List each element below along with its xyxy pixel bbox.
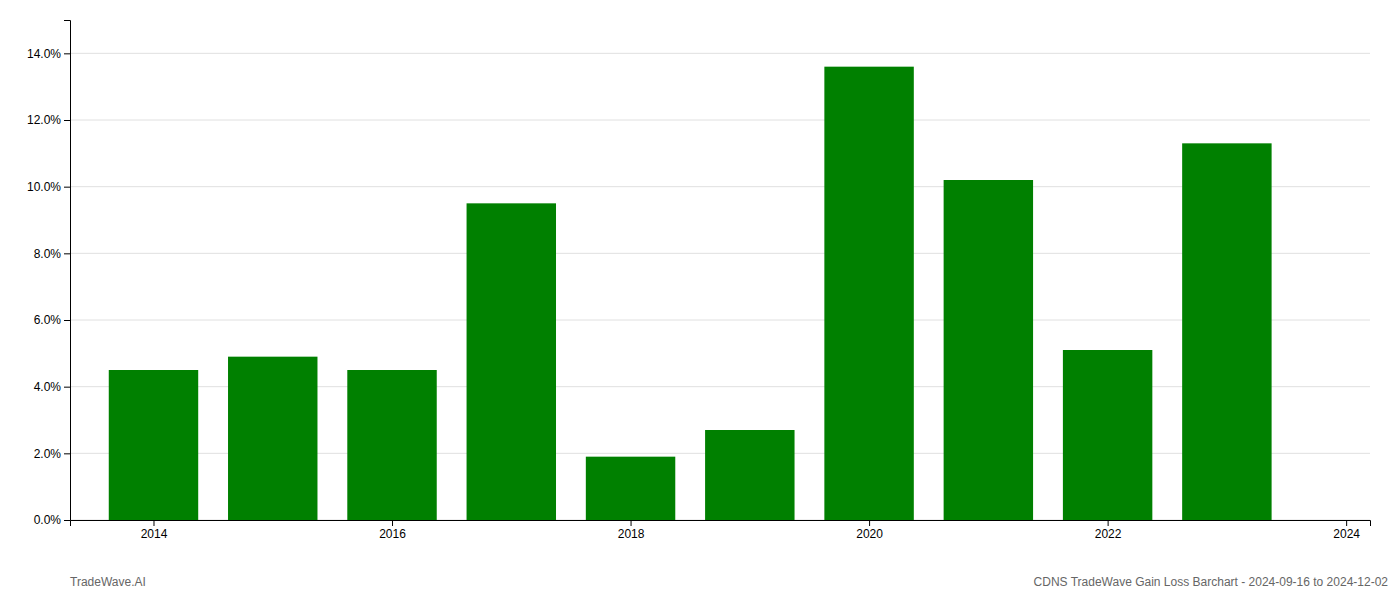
x-tick-mark <box>1346 520 1347 526</box>
bar <box>467 203 556 520</box>
x-tick: 2018 <box>618 520 645 541</box>
x-tick: 2016 <box>379 520 406 541</box>
bar <box>944 180 1033 520</box>
y-tick-mark <box>64 520 70 521</box>
grid-line <box>70 53 1370 54</box>
y-tick-label: 10.0% <box>27 180 61 194</box>
y-tick-mark <box>64 387 70 388</box>
y-tick-label: 14.0% <box>27 47 61 61</box>
x-tick-mark <box>392 520 393 526</box>
y-tick-label: 0.0% <box>34 513 62 527</box>
grid-line <box>70 186 1370 187</box>
x-tick: 2022 <box>1095 520 1122 541</box>
bar <box>824 67 913 520</box>
y-axis-line <box>64 21 71 521</box>
y-tick-label: 6.0% <box>34 313 62 327</box>
y-tick-mark <box>64 187 70 188</box>
footer-text: CDNS TradeWave Gain Loss Barchart - 2024… <box>1034 575 1389 589</box>
x-tick-label: 2018 <box>618 527 645 541</box>
y-tick-mark <box>64 453 70 454</box>
x-tick-mark <box>153 520 154 526</box>
bar <box>586 457 675 520</box>
y-tick: 8.0% <box>34 247 70 261</box>
y-tick-mark <box>64 120 70 121</box>
bar <box>228 357 317 520</box>
grid-line <box>70 120 1370 121</box>
grid <box>70 53 1370 520</box>
y-tick: 10.0% <box>27 180 70 194</box>
x-tick: 2020 <box>856 520 883 541</box>
y-tick: 0.0% <box>34 513 70 527</box>
plot: 0.0%2.0%4.0%6.0%8.0%10.0%12.0%14.0%20142… <box>27 21 1371 541</box>
footer-text: TradeWave.AI <box>70 575 146 589</box>
y-tick-label: 8.0% <box>34 247 62 261</box>
x-tick-label: 2020 <box>856 527 883 541</box>
x-tick-mark <box>869 520 870 526</box>
x-axis-line <box>71 521 1371 527</box>
x-tick-mark <box>631 520 632 526</box>
grid-line <box>70 253 1370 254</box>
bar <box>109 370 198 520</box>
y-tick: 6.0% <box>34 313 70 327</box>
x-tick-label: 2014 <box>141 527 168 541</box>
bars <box>109 67 1272 520</box>
footer: TradeWave.AI CDNS TradeWave Gain Loss Bar… <box>70 575 1388 589</box>
x-tick-mark <box>1108 520 1109 526</box>
x-axis: 2014 2016 2018 2020 2022 2024 <box>71 520 1371 541</box>
y-tick-label: 4.0% <box>34 380 62 394</box>
x-tick: 2014 <box>141 520 168 541</box>
x-tick-label: 2024 <box>1333 527 1360 541</box>
y-tick: 14.0% <box>27 47 70 61</box>
y-tick-mark <box>64 53 70 54</box>
y-tick-label: 12.0% <box>27 113 61 127</box>
x-tick-label: 2022 <box>1095 527 1122 541</box>
y-tick: 4.0% <box>34 380 70 394</box>
y-axis: 0.0% 2.0% 4.0% 6.0% 8.0% 10.0% 12.0% 14.0% <box>27 21 71 528</box>
bar <box>1182 143 1271 520</box>
grid-line <box>70 320 1370 321</box>
chart: 0.0%2.0%4.0%6.0%8.0%10.0%12.0%14.0%20142… <box>0 0 1400 600</box>
y-tick-mark <box>64 253 70 254</box>
y-tick-label: 2.0% <box>34 447 62 461</box>
y-tick-mark <box>64 320 70 321</box>
bar <box>1063 350 1152 520</box>
bar <box>347 370 436 520</box>
x-tick-label: 2016 <box>379 527 406 541</box>
x-tick: 2024 <box>1333 520 1360 541</box>
y-tick: 12.0% <box>27 113 70 127</box>
y-tick: 2.0% <box>34 447 70 461</box>
bar <box>705 430 794 520</box>
